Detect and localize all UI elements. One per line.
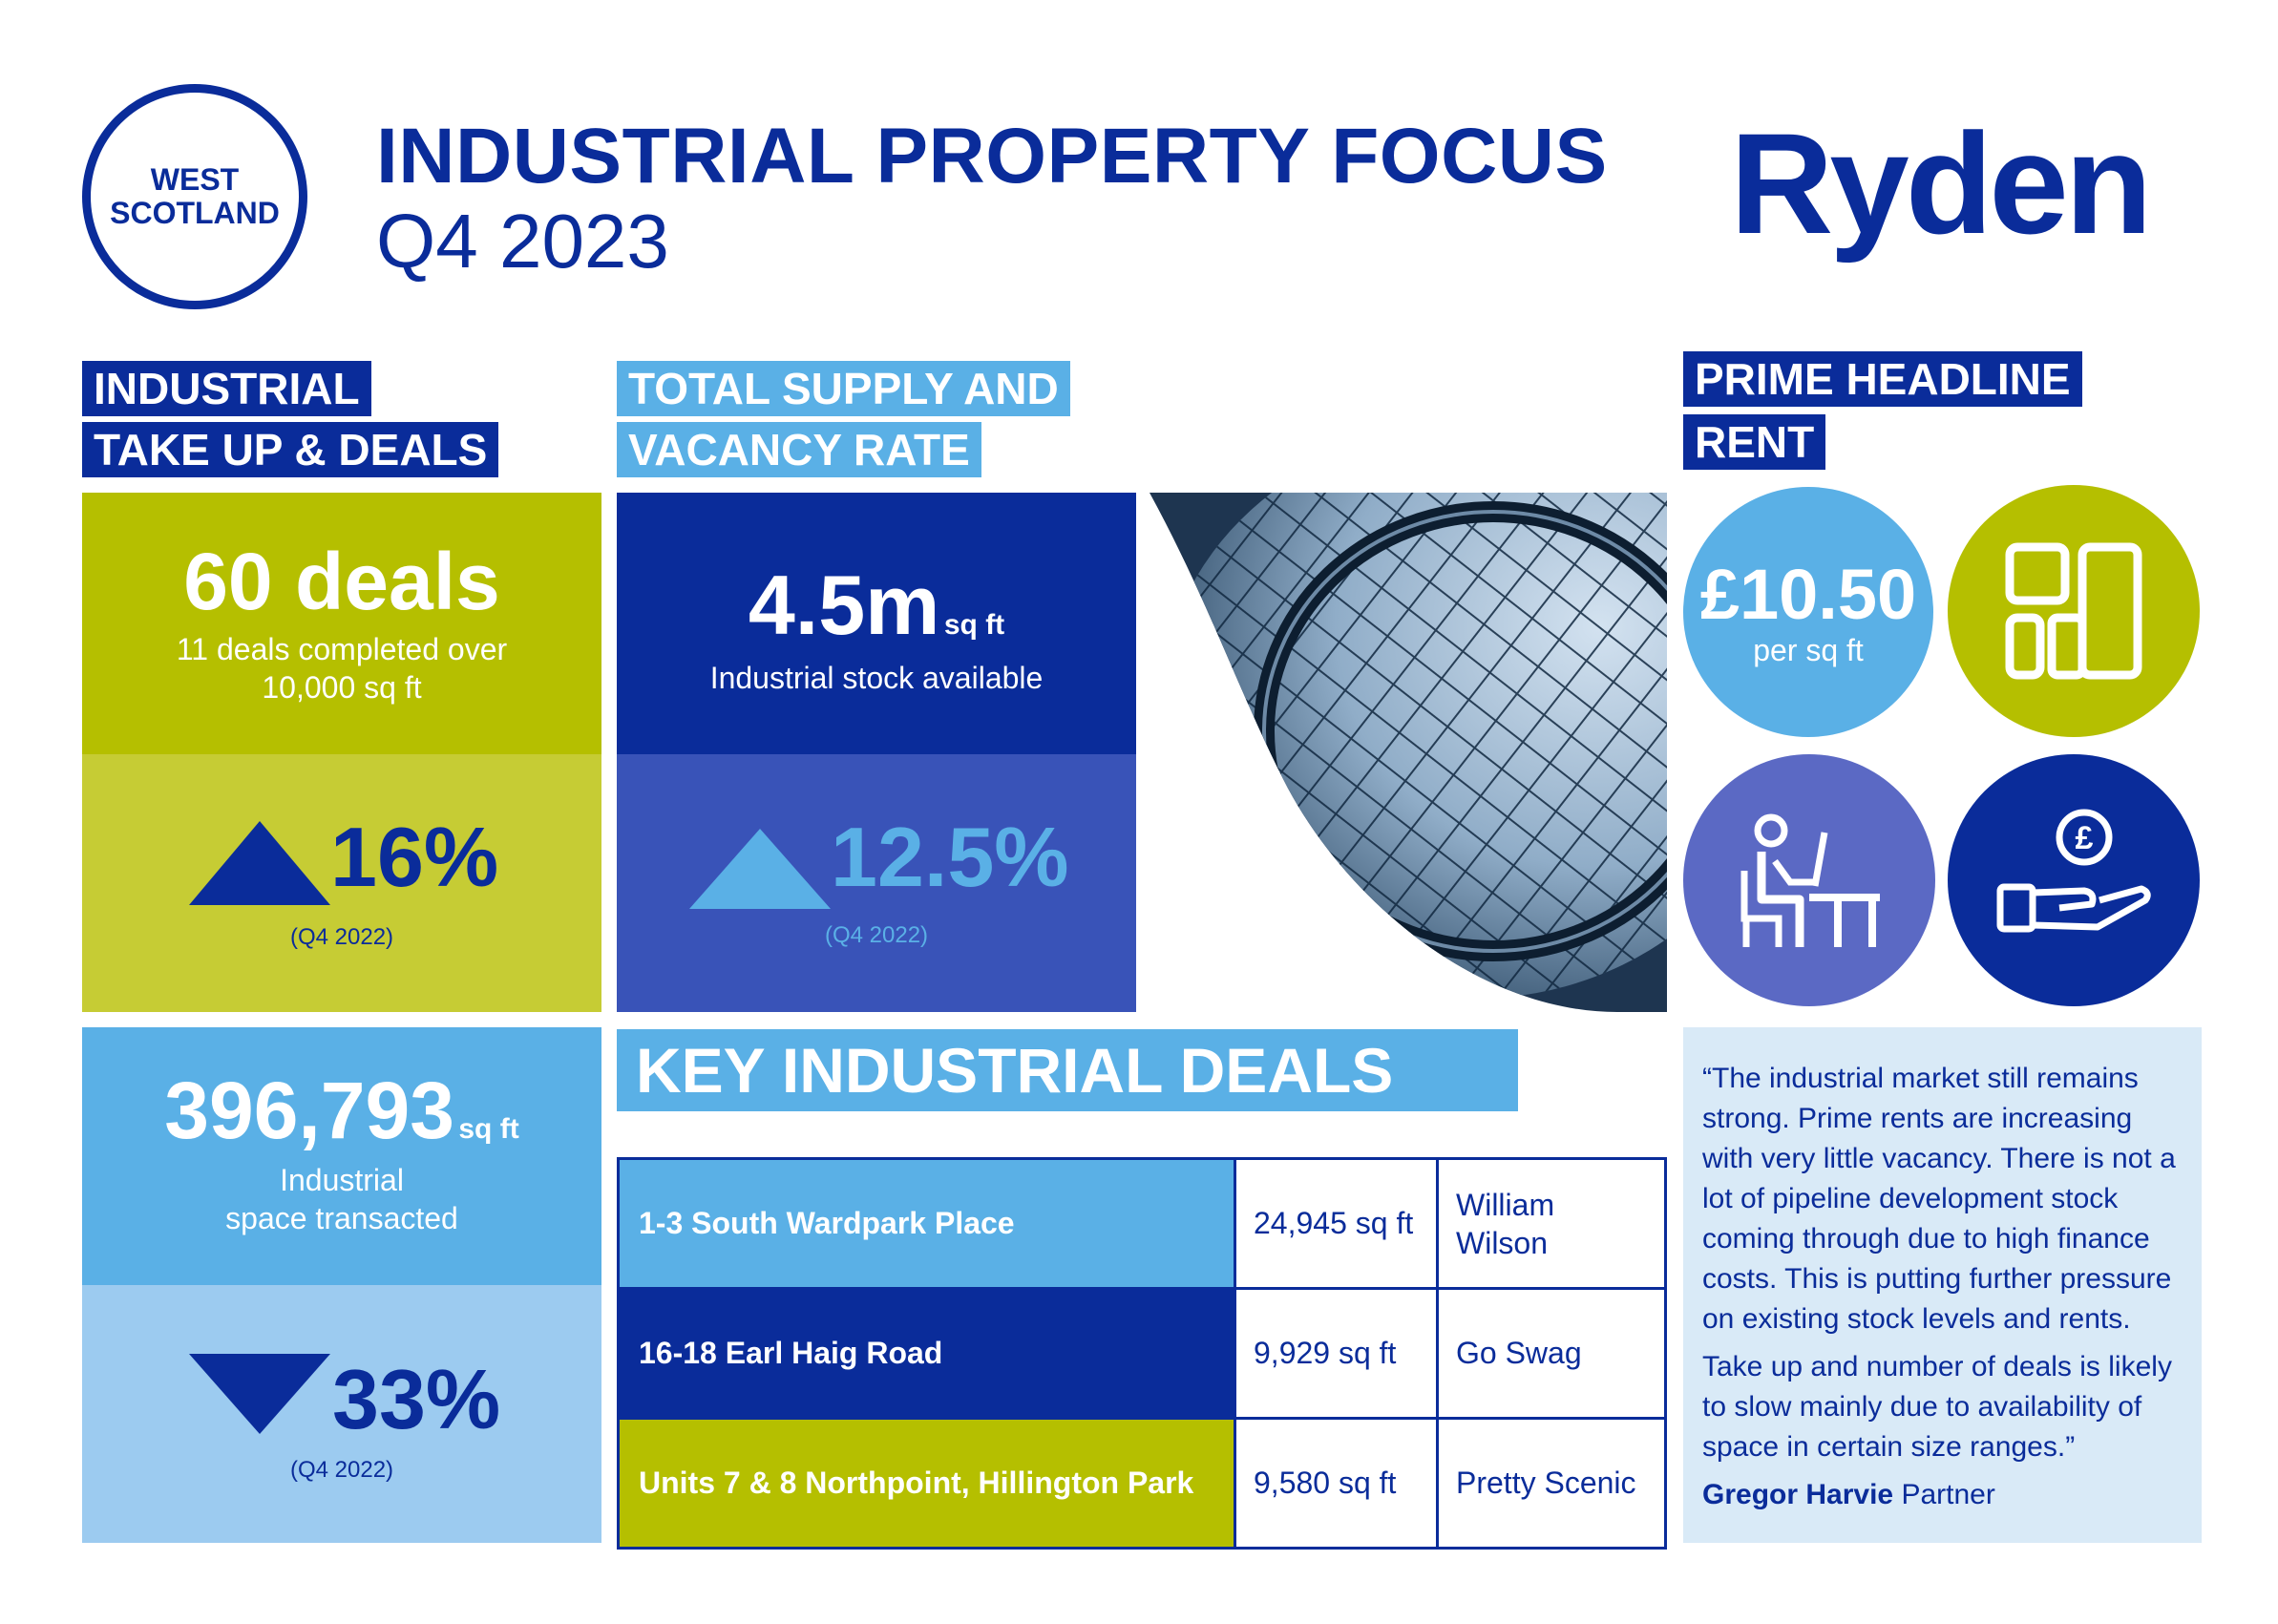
table-row: 1-3 South Wardpark Place 24,945 sq ft Wi… [617, 1157, 1667, 1290]
floorplan-icon [2005, 542, 2142, 680]
space-note-line-2: space transacted [225, 1201, 458, 1235]
deal-address: 1-3 South Wardpark Place [617, 1157, 1236, 1290]
rent-value: £10.50 [1699, 555, 1917, 634]
stock-unit: sq ft [943, 609, 1005, 641]
deals-change-period: (Q4 2022) [289, 924, 394, 950]
deals-note-line-1: 11 deals completed over [176, 632, 508, 666]
office-worker-icon [1740, 813, 1880, 947]
deal-size: 9,580 sq ft [1234, 1417, 1439, 1550]
arrow-up-icon [689, 829, 831, 909]
stock-value: 4.5m [748, 558, 940, 652]
space-note-line-1: Industrial [280, 1163, 404, 1197]
region-line-1: WEST [150, 162, 240, 197]
deals-note-line-2: 10,000 sq ft [262, 670, 422, 705]
stock-panel: 4.5m sq ft Industrial stock available [617, 493, 1136, 754]
region-line-2: SCOTLAND [110, 196, 280, 230]
table-row: Units 7 & 8 Northpoint, Hillington Park … [617, 1417, 1667, 1550]
page-title: INDUSTRIAL PROPERTY FOCUS [376, 113, 1608, 200]
page-subtitle: Q4 2023 [376, 199, 669, 284]
deals-count: 60 deals [183, 537, 500, 626]
deal-address: 16-18 Earl Haig Road [617, 1287, 1236, 1420]
deal-tenant: Go Swag [1436, 1287, 1667, 1420]
rent-circle: £10.50 per sq ft [1683, 487, 1933, 737]
space-value: 396,793 [164, 1065, 454, 1155]
arrow-down-icon [189, 1354, 330, 1434]
deals-panel: 60 deals 11 deals completed over 10,000 … [82, 493, 601, 754]
space-change-period: (Q4 2022) [289, 1457, 394, 1483]
deal-size: 9,929 sq ft [1234, 1287, 1439, 1420]
quote-author-role: Partner [1901, 1479, 1995, 1510]
pound-hand-icon: £ [1996, 809, 2151, 933]
ryden-logo: Ryden [1730, 103, 2152, 264]
space-change-value: 33% [332, 1352, 501, 1446]
rent-heading-line-1: PRIME HEADLINE [1683, 351, 2082, 407]
deals-change-value: 16% [330, 810, 499, 904]
arrow-up-icon [189, 821, 330, 905]
space-panel: 396,793 sq ft Industrial space transacte… [82, 1027, 601, 1285]
supply-heading-line-2: VACANCY RATE [617, 422, 981, 477]
table-row: 16-18 Earl Haig Road 9,929 sq ft Go Swag [617, 1287, 1667, 1420]
deal-size: 24,945 sq ft [1234, 1157, 1439, 1290]
office-worker-circle [1683, 754, 1935, 1006]
quote-paragraph-1: “The industrial market still remains str… [1702, 1063, 2176, 1335]
quote-panel: “The industrial market still remains str… [1683, 1027, 2202, 1543]
deal-tenant: William Wilson [1436, 1157, 1667, 1290]
vacancy-value: 12.5% [831, 810, 1069, 904]
pound-hand-circle: £ [1948, 754, 2200, 1006]
rent-heading-line-2: RENT [1683, 414, 1826, 470]
svg-text:£: £ [2076, 820, 2094, 856]
region-badge: WEST SCOTLAND [82, 84, 307, 309]
deal-tenant: Pretty Scenic [1436, 1417, 1667, 1550]
space-unit: sq ft [458, 1113, 519, 1145]
deals-change-panel: 16% (Q4 2022) [82, 754, 601, 1012]
vacancy-period: (Q4 2022) [824, 922, 929, 948]
supply-heading-line-1: TOTAL SUPPLY AND [617, 361, 1070, 416]
quote-paragraph-2: Take up and number of deals is likely to… [1702, 1351, 2172, 1463]
vacancy-panel: 12.5% (Q4 2022) [617, 754, 1136, 1012]
takeup-heading-line-2: TAKE UP & DEALS [82, 422, 499, 477]
stock-note: Industrial stock available [709, 661, 1044, 695]
key-deals-heading: KEY INDUSTRIAL DEALS [617, 1029, 1518, 1111]
quote-author: Gregor Harvie [1702, 1479, 1894, 1510]
space-change-panel: 33% (Q4 2022) [82, 1285, 601, 1543]
takeup-heading-line-1: INDUSTRIAL [82, 361, 371, 416]
deal-address: Units 7 & 8 Northpoint, Hillington Park [617, 1417, 1236, 1550]
key-deals-table: 1-3 South Wardpark Place 24,945 sq ft Wi… [617, 1157, 1667, 1550]
glass-roof-photo [1150, 493, 1667, 1012]
rent-unit: per sq ft [1753, 633, 1864, 667]
floorplan-circle [1948, 485, 2200, 737]
